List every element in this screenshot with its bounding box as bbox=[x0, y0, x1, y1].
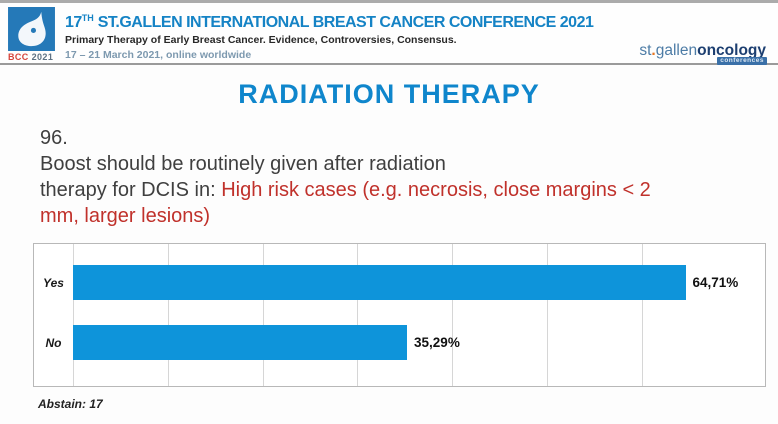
conference-dates: 17 – 21 March 2021, online worldwide bbox=[65, 49, 252, 61]
category-label-yes: Yes bbox=[43, 275, 64, 290]
gridline bbox=[452, 244, 454, 386]
question-block: 96. Boost should be routinely given afte… bbox=[40, 125, 770, 229]
stgallen-logo-oncology: oncology bbox=[697, 42, 766, 59]
question-highlight: High risk cases (e.g. necrosis, close ma… bbox=[221, 179, 651, 201]
question-line: therapy for DCIS in: High risk cases (e.… bbox=[40, 179, 651, 201]
bcc-breast-logo-icon bbox=[8, 7, 55, 51]
chart-row-yes: Yes 64,71% bbox=[34, 265, 764, 300]
gridline bbox=[167, 244, 169, 386]
question-highlight: mm, larger lesions) bbox=[40, 205, 211, 227]
bcc-logo: BCC 2021 bbox=[8, 7, 56, 63]
bar-yes bbox=[73, 265, 686, 300]
stgallen-logo-conferences-badge: conferences bbox=[717, 57, 767, 65]
question-line: Boost should be routinely given after ra… bbox=[40, 153, 446, 175]
question-line: mm, larger lesions) bbox=[40, 203, 770, 229]
conference-title-ordinal: TH bbox=[81, 13, 94, 23]
stgallen-logo-gallen: gallen bbox=[655, 42, 698, 59]
stgallen-logo-st: st bbox=[639, 42, 652, 59]
gridline bbox=[546, 244, 548, 386]
conference-title-number: 17 bbox=[65, 14, 82, 31]
plot-area bbox=[73, 244, 765, 386]
bcc-logo-caption-bcc: BCC bbox=[8, 52, 29, 62]
header-text: 17TH ST.GALLEN INTERNATIONAL BREAST CANC… bbox=[65, 7, 639, 63]
gridline bbox=[73, 244, 74, 386]
stgallen-oncology-logo: st.gallenoncology conferences bbox=[639, 42, 767, 65]
gridline bbox=[262, 244, 264, 386]
bcc-logo-caption-year: 2021 bbox=[31, 52, 54, 62]
conference-title-text: ST.GALLEN INTERNATIONAL BREAST CANCER CO… bbox=[93, 14, 594, 31]
gridline bbox=[357, 244, 359, 386]
conference-title: 17TH ST.GALLEN INTERNATIONAL BREAST CANC… bbox=[65, 9, 639, 32]
bar-no bbox=[73, 325, 408, 360]
page-title: RADIATION THERAPY bbox=[238, 79, 540, 109]
abstain-note: Abstain: 17 bbox=[38, 397, 103, 411]
conference-subtitle: Primary Therapy of Early Breast Cancer. … bbox=[65, 34, 457, 46]
gridline bbox=[641, 244, 643, 386]
value-label-yes: 64,71% bbox=[692, 275, 739, 290]
bar-area: 64,71% bbox=[73, 265, 764, 300]
bcc-logo-caption: BCC 2021 bbox=[8, 52, 56, 62]
chart-row-no: No 35,29% bbox=[34, 325, 764, 360]
category-label-no: No bbox=[45, 335, 62, 350]
conference-header: BCC 2021 17TH ST.GALLEN INTERNATIONAL BR… bbox=[0, 3, 778, 65]
bar-area: 35,29% bbox=[73, 325, 764, 360]
value-label-no: 35,29% bbox=[414, 335, 460, 350]
poll-chart: Yes 64,71% No 35,29% bbox=[33, 243, 766, 387]
question-number-line: 96. bbox=[40, 125, 770, 151]
stgallen-logo-dot: . bbox=[651, 42, 656, 59]
question-number: 96. bbox=[40, 127, 68, 149]
